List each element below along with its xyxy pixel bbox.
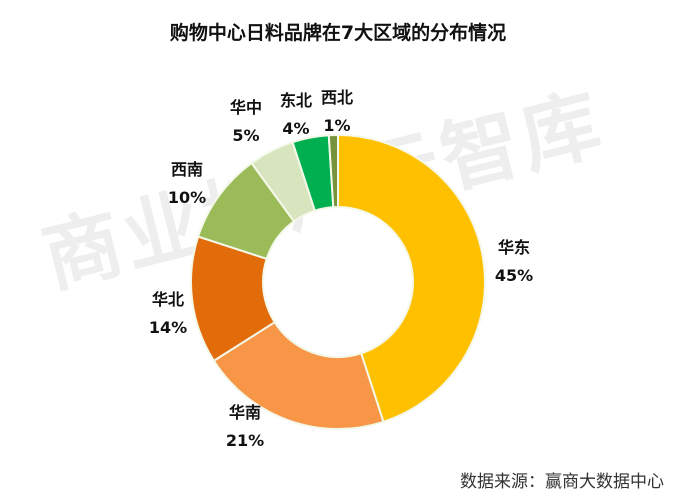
value-label: 5% xyxy=(232,126,259,145)
value-label: 1% xyxy=(323,116,350,135)
value-label: 4% xyxy=(282,119,309,138)
category-label: 东北 xyxy=(280,91,312,110)
value-label: 10% xyxy=(168,188,206,207)
category-label: 华中 xyxy=(230,98,262,117)
category-label: 西北 xyxy=(321,88,353,107)
category-label: 华南 xyxy=(229,403,261,422)
value-label: 45% xyxy=(495,266,533,285)
slice-华东 xyxy=(337,133,486,424)
chart-title: 购物中心日料品牌在7大区域的分布情况 xyxy=(169,22,507,44)
slice-西北 xyxy=(327,133,339,209)
category-label: 华北 xyxy=(152,290,184,309)
source-note: 数据来源：赢商大数据中心 xyxy=(460,472,664,492)
category-label: 西南 xyxy=(171,160,203,179)
value-label: 21% xyxy=(226,431,264,450)
slice-华南 xyxy=(212,320,385,430)
value-label: 14% xyxy=(149,318,187,337)
category-label: 华东 xyxy=(498,238,530,257)
